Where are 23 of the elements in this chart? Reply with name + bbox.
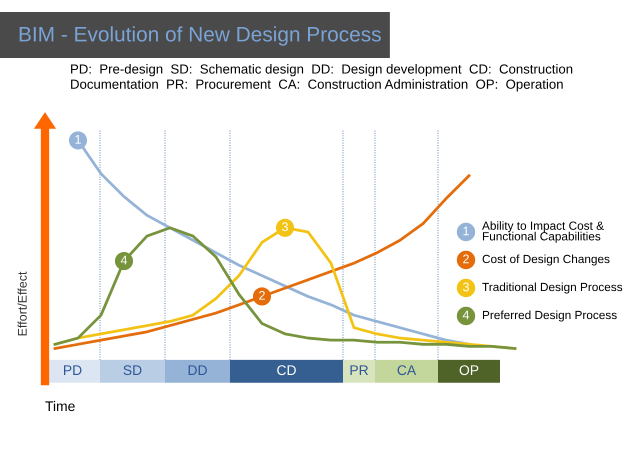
annotation: 2: [259, 290, 265, 300]
text: PR: [350, 365, 368, 375]
annotation: 3: [282, 222, 288, 232]
chart-title: BIM - Evolution of New Design Process: [20, 26, 381, 46]
legend-label: Cost of Design Changes: [482, 254, 610, 266]
annotation: 4: [120, 256, 128, 264]
text: CA: [398, 365, 416, 376]
legend-label: Traditional Design Process: [482, 282, 622, 294]
legend-label: Preferred Design Process: [482, 310, 617, 322]
text: OP: [460, 365, 478, 376]
x-axis-title: Time: [45, 400, 75, 412]
y-axis-title: Effort/Effect: [18, 272, 27, 336]
text: PD: Pre-design SD: Schematic design DD: Design development CD: Construction Documentation PR: Procurement CA: Construction Administration OP: Operation: [71, 64, 572, 92]
text: DD: [188, 365, 207, 375]
text: PD: [64, 365, 82, 375]
legend-label: Ability to Impact Cost & Functional Capabilities: [482, 221, 604, 243]
text: 1: [463, 226, 469, 236]
text: SD: [123, 365, 142, 376]
text: 3: [463, 282, 469, 292]
annotation: 1: [75, 135, 81, 144]
text: 2: [463, 254, 469, 264]
text: 4: [462, 310, 470, 320]
text: CD: [277, 365, 296, 376]
